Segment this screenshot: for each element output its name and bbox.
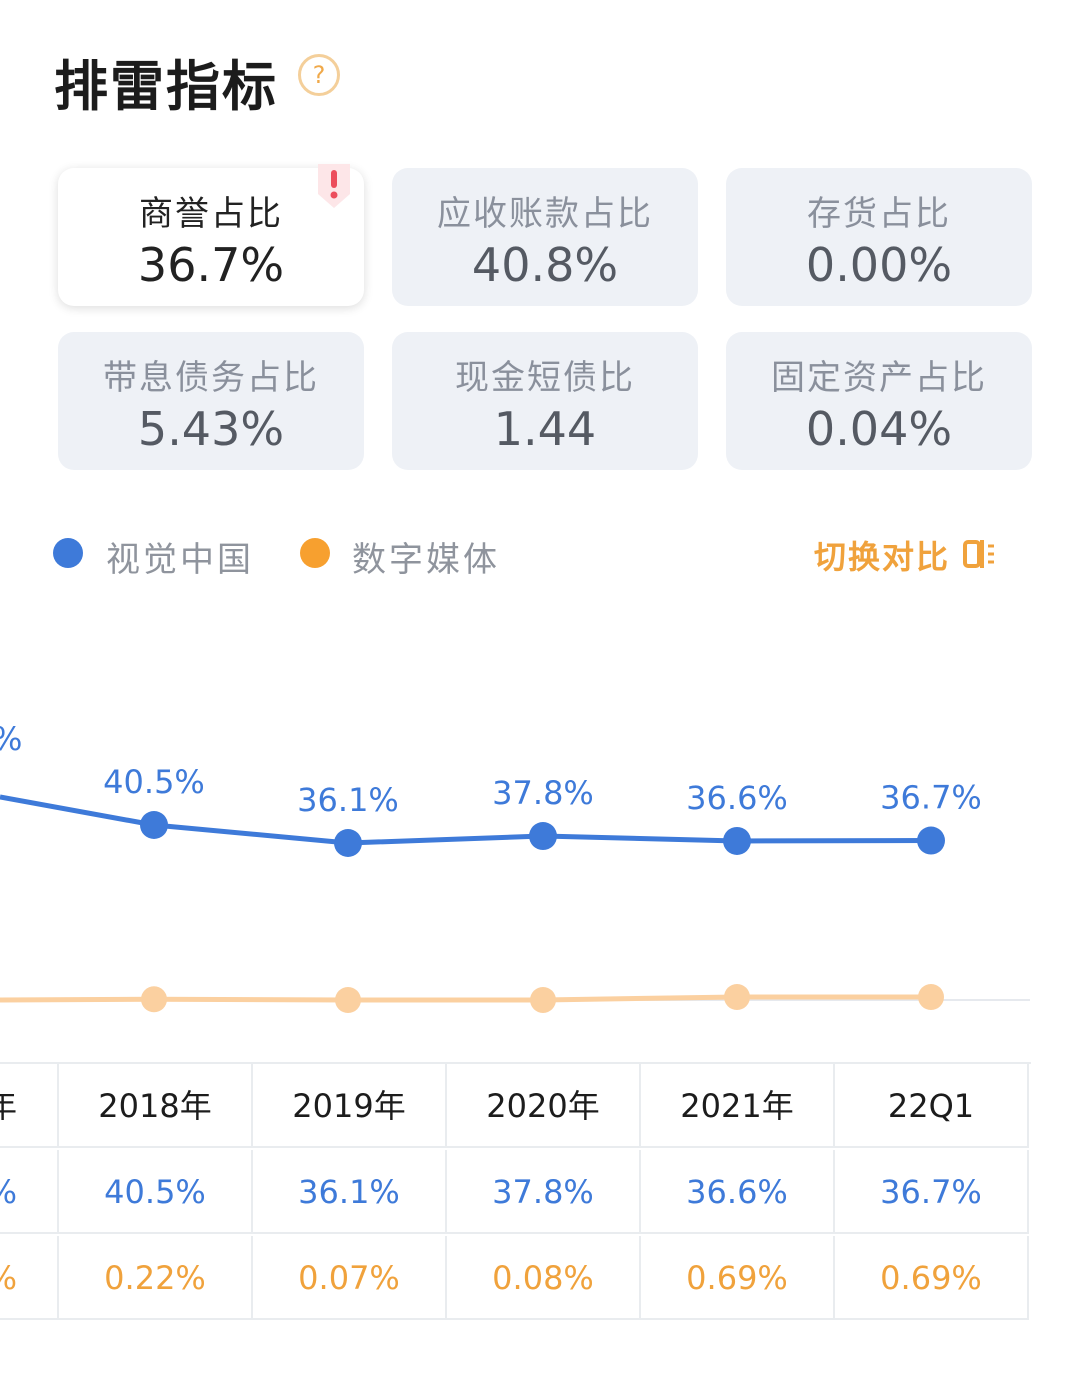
series-line-digital-media [0,994,931,1003]
metric-label: 存货占比 [807,194,951,234]
legend-label-visual-china[interactable]: 视觉中国 [106,540,254,580]
metric-card-cash-short-debt[interactable]: 现金短债比 1.44 [392,332,698,470]
table-cell: 0.08% [447,1236,641,1320]
metric-card-goodwill[interactable]: 商誉占比 36.7% [58,164,364,306]
metric-label: 商誉占比 [139,194,283,234]
data-point-digital-media [335,987,361,1013]
table-cell: 36.1% [253,1150,447,1234]
table-cell: 0.22% [59,1236,253,1320]
table-cell-partial: % [0,1236,59,1320]
table-header-cell: 2019年 [253,1064,447,1148]
metric-value: 36.7% [137,238,285,292]
page-title: 排雷指标 [54,55,278,118]
metric-label: 应收账款占比 [437,194,653,234]
data-point-digital-media [918,984,944,1010]
legend-label-digital-media[interactable]: 数字媒体 [352,540,500,580]
table-cell: 37.8% [447,1150,641,1234]
trend-line-chart: 40.5% 36.1% 37.8% 36.6% 36.7%% [0,720,1030,1013]
switch-compare-button[interactable]: 切换对比 [814,538,951,576]
table-cell-partial: 年 [0,1064,59,1148]
metric-value: 1.44 [493,402,597,456]
metric-value: 40.8% [471,238,619,292]
data-point-visual-china [529,822,557,851]
table-header-cell: 22Q1 [835,1064,1029,1148]
metric-label: 带息债务占比 [103,358,319,398]
data-point-digital-media [141,986,167,1013]
legend-dot-digital-media [300,538,330,568]
data-point-digital-media [724,984,750,1010]
data-label-visual-china: 40.5% [103,763,205,801]
metric-card-inventory[interactable]: 存货占比 0.00% [726,168,1032,306]
table-cell: 36.7% [835,1150,1029,1234]
question-mark-icon[interactable]: ? [298,54,340,96]
data-label-visual-china: 37.8% [492,774,594,812]
metric-label: 现金短债比 [455,358,635,398]
series-line-visual-china [0,794,932,846]
switch-icon[interactable] [962,536,998,572]
data-point-visual-china [917,826,945,855]
data-label-visual-china: 36.1% [297,781,399,819]
data-label-visual-china: 36.7% [880,779,982,817]
data-label-visual-china: 36.6% [686,779,788,817]
table-header-cell: 2020年 [447,1064,641,1148]
metric-card-interest-debt[interactable]: 带息债务占比 5.43% [58,332,364,470]
table-cell-partial: % [0,1150,59,1234]
legend-dot-visual-china [53,538,83,568]
table-cell: 36.6% [641,1150,835,1234]
data-point-visual-china [140,811,168,839]
table-header-cell: 2018年 [59,1064,253,1148]
table-top-border [0,1062,1031,1064]
table-cell: 0.07% [253,1236,447,1320]
table-header-cell: 2021年 [641,1064,835,1148]
metric-card-receivables[interactable]: 应收账款占比 40.8% [392,168,698,306]
warning-icon [318,164,350,208]
data-label-cutoff: % [0,720,22,758]
metric-label: 固定资产占比 [771,358,987,398]
data-point-digital-media [530,986,556,1013]
data-point-visual-china [334,829,362,857]
table-cell: 0.69% [641,1236,835,1320]
metric-card-fixed-assets[interactable]: 固定资产占比 0.04% [726,332,1032,470]
data-table: 年2018年2019年2020年2021年22Q1%40.5%36.1%37.8… [0,1062,1071,1320]
table-cell: 40.5% [59,1150,253,1234]
metric-value: 0.00% [805,238,953,292]
data-point-visual-china [723,826,751,855]
metric-value: 5.43% [137,402,285,456]
metric-value: 0.04% [805,402,953,456]
table-cell: 0.69% [835,1236,1029,1320]
